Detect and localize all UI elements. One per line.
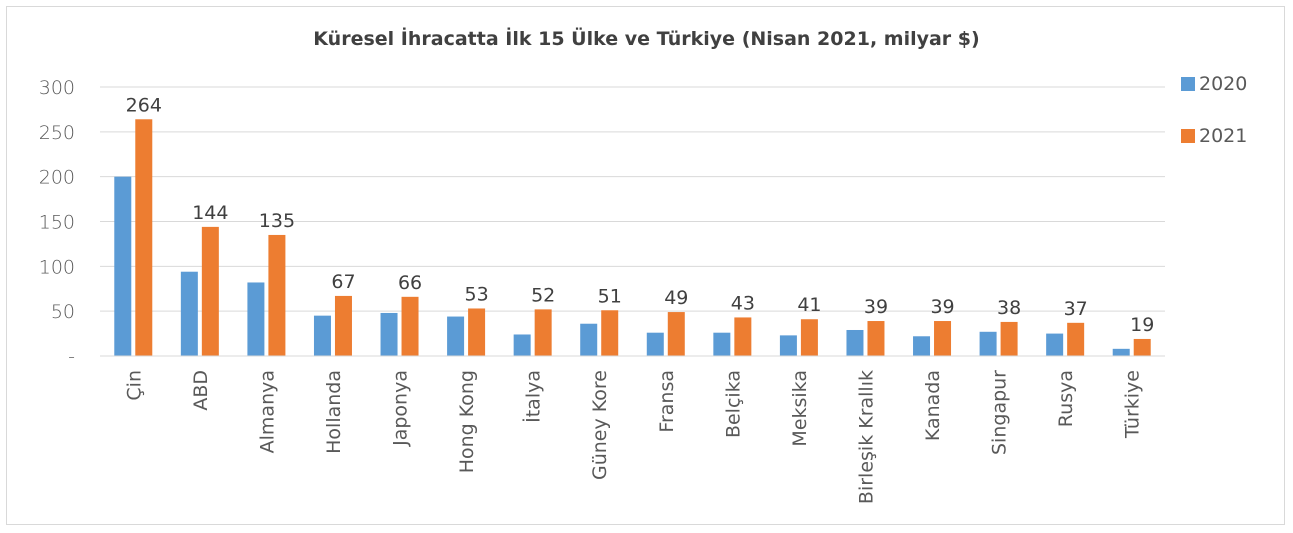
y-tick-label: 100 [39, 256, 75, 278]
bar-2020 [979, 331, 997, 356]
bar-2021 [667, 312, 685, 356]
bar-2021 [468, 308, 486, 356]
bars [114, 119, 1151, 356]
bar-2020 [313, 315, 331, 356]
x-tick-label: Fransa [656, 370, 678, 433]
bar-2020 [713, 332, 731, 356]
x-tick-label: Belçika [722, 370, 744, 438]
y-axis-tick-labels: - 50 100 150 200 250 300 [39, 77, 75, 368]
bar-2020 [447, 316, 465, 356]
x-tick-label: Çin [123, 370, 145, 401]
y-tick-label: 150 [39, 212, 75, 234]
x-tick-label: Singapur [989, 370, 1011, 455]
data-label: 52 [531, 284, 555, 306]
bar-2020 [1112, 348, 1130, 356]
legend-label-2021: 2021 [1199, 125, 1248, 147]
y-tick-label: 200 [39, 167, 75, 189]
x-tick-label: Rusya [1055, 370, 1077, 427]
bar-2021 [601, 310, 619, 356]
data-label: 19 [1130, 314, 1154, 336]
bar-2021 [867, 321, 885, 356]
bar-2021 [734, 317, 752, 356]
x-tick-label: Meksika [789, 370, 811, 447]
x-tick-label: İtalya [522, 370, 545, 423]
chart-frame [6, 6, 1285, 525]
data-label: 67 [331, 271, 355, 293]
bar-2020 [513, 334, 531, 356]
data-label: 264 [126, 94, 162, 116]
y-tick-label: 250 [39, 122, 75, 144]
legend-item-2021: 2021 [1181, 125, 1247, 147]
legend-swatch-2020 [1181, 77, 1195, 91]
data-labels: 264 144 135 67 66 53 52 51 49 43 41 39 39 38 37 19 [126, 94, 1155, 336]
bar-2021 [268, 234, 286, 356]
bar-2021 [201, 226, 219, 356]
data-label: 53 [465, 283, 489, 305]
bar-2021 [135, 119, 153, 356]
legend-label-2020: 2020 [1199, 73, 1248, 95]
data-label: 135 [259, 210, 295, 232]
x-tick-label: Türkiye [1122, 370, 1144, 439]
bar-2021 [401, 296, 419, 356]
x-tick-label: Almanya [256, 370, 278, 453]
bar-2020 [114, 176, 132, 356]
legend-item-2020: 2020 [1181, 73, 1247, 95]
y-tick-label: 50 [51, 301, 75, 323]
bar-2020 [247, 282, 265, 356]
bar-2021 [934, 321, 952, 356]
data-label: 38 [997, 297, 1021, 319]
bar-2020 [846, 329, 864, 356]
x-tick-label: Güney Kore [589, 370, 611, 480]
bar-2020 [779, 335, 797, 356]
data-label: 43 [731, 292, 755, 314]
data-label: 66 [398, 272, 422, 294]
data-label: 144 [192, 202, 228, 224]
data-label: 51 [598, 285, 622, 307]
gridlines [100, 86, 1165, 312]
chart-title: Küresel İhracatta İlk 15 Ülke ve Türkiye… [313, 28, 980, 50]
x-tick-label: Hong Kong [456, 370, 478, 473]
data-label: 41 [797, 294, 821, 316]
bar-2020 [580, 323, 598, 356]
bar-2021 [1000, 321, 1018, 356]
bar-2021 [1133, 338, 1151, 356]
x-tick-label: Kanada [922, 370, 944, 441]
y-tick-label: - [68, 346, 75, 368]
bar-2021 [534, 309, 552, 356]
x-tick-label: Japonya [390, 370, 412, 447]
bar-2021 [1067, 322, 1085, 356]
x-tick-label: Hollanda [323, 370, 345, 454]
y-tick-label: 300 [39, 77, 75, 99]
bar-2020 [380, 312, 398, 356]
data-label: 39 [864, 296, 888, 318]
x-tick-label: Birleşik Krallık [855, 370, 877, 504]
bar-2020 [1046, 333, 1064, 356]
bar-2021 [800, 319, 818, 356]
data-label: 37 [1064, 298, 1088, 320]
legend-swatch-2021 [1181, 129, 1195, 143]
bar-2020 [646, 332, 664, 356]
bar-2020 [913, 336, 931, 356]
bar-2021 [334, 295, 352, 356]
x-axis-category-labels: Çin ABD Almanya Hollanda Japonya Hong Kong İta… [123, 370, 1143, 504]
data-label: 49 [664, 287, 688, 309]
bar-2020 [180, 271, 198, 356]
x-tick-label: ABD [190, 370, 212, 411]
data-label: 39 [930, 296, 954, 318]
